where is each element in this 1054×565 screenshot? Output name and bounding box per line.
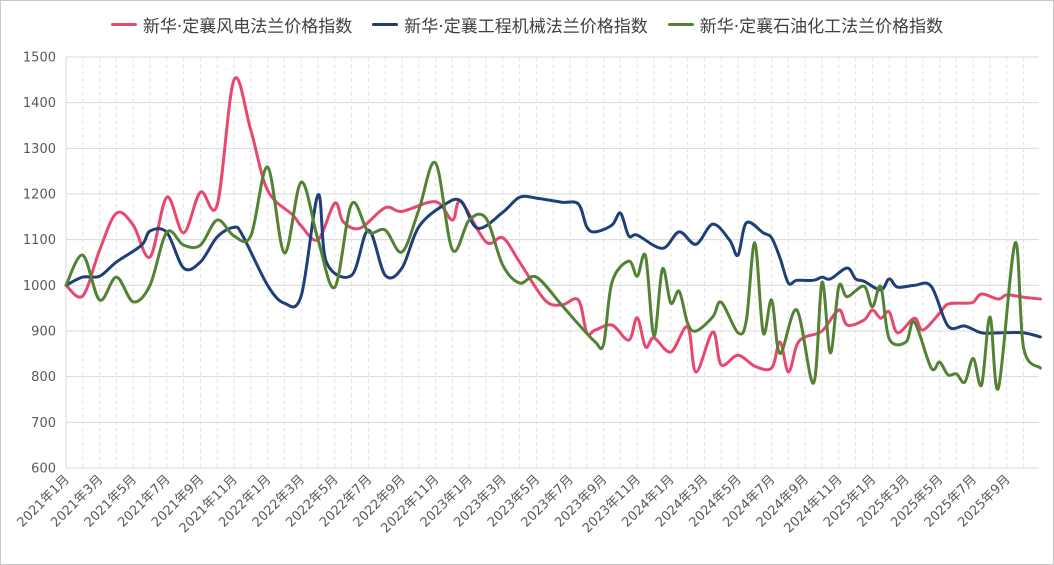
legend-label: 新华·定襄风电法兰价格指数 [142,17,353,37]
y-tick-label: 900 [31,325,56,340]
legend: 新华·定襄风电法兰价格指数 新华·定襄工程机械法兰价格指数 新华·定襄石油化工法… [0,12,1054,37]
y-tick-label: 1300 [23,142,56,157]
y-tick-label: 800 [31,370,56,385]
legend-label: 新华·定襄石油化工法兰价格指数 [699,17,944,37]
y-tick-label: 1200 [23,188,56,203]
y-tick-label: 700 [31,416,56,431]
y-tick-label: 1500 [23,51,56,66]
legend-item-wind-power[interactable]: 新华·定襄风电法兰价格指数 [110,12,353,37]
legend-swatch [372,23,399,26]
legend-item-engineering-machinery[interactable]: 新华·定襄工程机械法兰价格指数 [372,12,648,37]
y-tick-label: 1100 [23,233,56,248]
legend-swatch [667,23,694,26]
legend-item-petrochemical[interactable]: 新华·定襄石油化工法兰价格指数 [667,12,944,37]
legend-swatch [110,23,137,26]
y-tick-label: 1400 [23,96,56,111]
y-tick-label: 1000 [23,279,56,294]
series-line-0 [64,76,1042,374]
y-tick-label: 600 [31,462,56,477]
legend-label: 新华·定襄工程机械法兰价格指数 [404,17,648,37]
series-line-1 [64,193,1042,339]
series-line-2 [64,160,1042,391]
